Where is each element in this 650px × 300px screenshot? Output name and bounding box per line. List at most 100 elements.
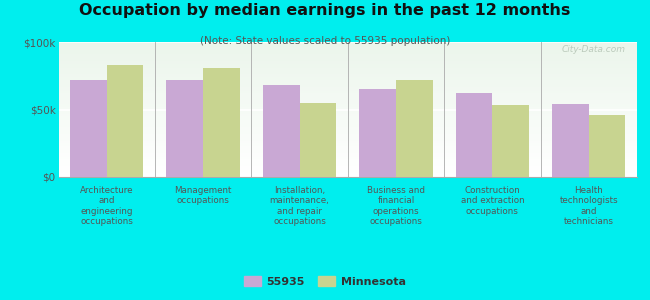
Bar (58, 131, 637, 133)
Bar (58, 174, 637, 176)
Bar (58, 169, 637, 170)
Bar (58, 69, 637, 70)
Bar (58, 173, 637, 174)
Bar (58, 61, 637, 62)
Bar (58, 95, 637, 96)
Bar (58, 126, 637, 127)
Bar (58, 123, 637, 124)
Bar (58, 64, 637, 65)
Bar (58, 104, 637, 106)
Bar (58, 101, 637, 103)
Bar (58, 120, 637, 122)
Bar (58, 165, 637, 166)
Bar (58, 73, 637, 74)
Text: Management
occupations: Management occupations (174, 186, 232, 206)
Bar (58, 54, 637, 56)
Bar (58, 122, 637, 123)
Bar (58, 68, 637, 69)
Bar (58, 108, 637, 110)
Bar (58, 57, 637, 58)
Bar (58, 139, 637, 140)
Bar (58, 52, 637, 53)
Bar (58, 124, 637, 126)
Bar (58, 167, 637, 169)
Bar (58, 130, 637, 131)
Bar (396, 80, 433, 177)
Bar (58, 148, 637, 150)
Bar (58, 97, 637, 99)
Bar (58, 146, 637, 147)
Bar (58, 176, 637, 177)
Bar (58, 164, 637, 165)
Bar (58, 127, 637, 128)
Bar (58, 49, 637, 50)
Bar (58, 107, 637, 108)
Text: Architecture
and
engineering
occupations: Architecture and engineering occupations (80, 186, 133, 226)
Bar (58, 160, 637, 161)
Bar (58, 81, 637, 82)
Bar (359, 89, 396, 177)
Bar (58, 152, 637, 153)
Bar (58, 158, 637, 160)
Bar (58, 138, 637, 139)
Bar (58, 119, 637, 120)
Bar (58, 74, 637, 76)
Bar (58, 62, 637, 64)
Bar (58, 115, 637, 116)
Bar (58, 45, 637, 46)
Bar (58, 77, 637, 78)
Bar (58, 111, 637, 112)
Text: Occupation by median earnings in the past 12 months: Occupation by median earnings in the pas… (79, 3, 571, 18)
Bar (58, 150, 637, 152)
Text: Business and
financial
operations
occupations: Business and financial operations occupa… (367, 186, 425, 226)
Bar (58, 100, 637, 101)
Bar (58, 91, 637, 92)
Bar (58, 85, 637, 86)
Text: (Note: State values scaled to 55935 population): (Note: State values scaled to 55935 popu… (200, 36, 450, 46)
Bar (58, 106, 637, 107)
Bar (58, 133, 637, 134)
Bar (58, 170, 637, 172)
Text: Construction
and extraction
occupations: Construction and extraction occupations (461, 186, 524, 216)
Bar (70, 80, 107, 177)
Bar (58, 143, 637, 145)
Bar (58, 162, 637, 164)
Bar (58, 43, 637, 45)
Bar (300, 103, 336, 177)
Bar (58, 82, 637, 84)
Bar (58, 147, 637, 148)
Bar (58, 118, 637, 119)
Text: City-Data.com: City-Data.com (562, 45, 625, 54)
Bar (58, 103, 637, 104)
Bar (58, 70, 637, 72)
Bar (58, 86, 637, 88)
Bar (589, 115, 625, 177)
Bar (58, 145, 637, 146)
Bar (58, 72, 637, 73)
Bar (58, 93, 637, 95)
Bar (58, 172, 637, 173)
Legend: 55935, Minnesota: 55935, Minnesota (240, 272, 410, 291)
Bar (58, 166, 637, 167)
Bar (58, 46, 637, 47)
Bar (58, 110, 637, 111)
Bar (493, 106, 529, 177)
Bar (58, 89, 637, 91)
Bar (58, 80, 637, 81)
Bar (58, 76, 637, 77)
Bar (58, 154, 637, 155)
Bar (58, 153, 637, 154)
Bar (58, 136, 637, 138)
Bar (58, 66, 637, 68)
Bar (58, 59, 637, 61)
Bar (58, 96, 637, 97)
Bar (263, 85, 300, 177)
Bar (58, 155, 637, 157)
Bar (58, 84, 637, 85)
Bar (58, 116, 637, 118)
Bar (166, 80, 203, 177)
Bar (58, 88, 637, 89)
Bar (58, 56, 637, 57)
Bar (58, 42, 637, 44)
Bar (552, 104, 589, 177)
